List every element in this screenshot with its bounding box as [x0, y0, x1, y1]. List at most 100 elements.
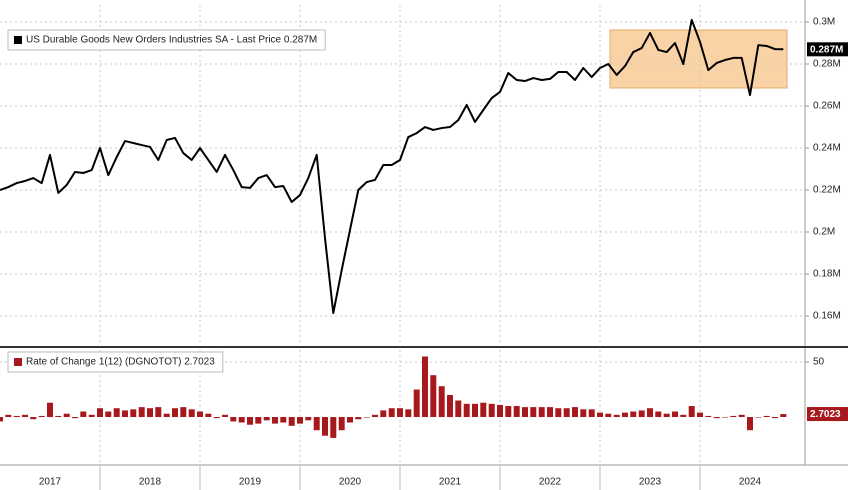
bar [305, 417, 312, 421]
bar [738, 414, 745, 418]
bar [780, 414, 787, 418]
x-tick-label: 2021 [439, 477, 462, 488]
bar [47, 402, 53, 418]
legend-swatch [14, 358, 22, 366]
bar [680, 414, 687, 418]
bar [463, 403, 470, 418]
bar [472, 403, 478, 418]
last-value-label: 2.7023 [810, 409, 841, 420]
bar [172, 408, 178, 418]
bar [255, 417, 262, 424]
bar [280, 417, 287, 423]
x-tick-label: 2018 [139, 477, 162, 488]
bar [480, 402, 487, 418]
y-tick-label: 0.22M [813, 185, 841, 196]
bar [497, 404, 503, 418]
bar [122, 410, 128, 418]
y-tick-label: 0.3M [813, 17, 835, 28]
bar [580, 409, 587, 418]
bar [113, 408, 120, 418]
x-tick-label: 2023 [639, 477, 662, 488]
legend-box [7, 29, 326, 51]
y-tick-label: 0.18M [813, 269, 841, 280]
bar [730, 415, 737, 418]
bar [655, 411, 662, 418]
bar [72, 417, 78, 419]
legend: Rate of Change 1(12) (DGNOTOT) 2.7023 [7, 351, 224, 373]
bar [63, 413, 70, 418]
bar [722, 417, 728, 418]
last-value-label: 0.287M [810, 44, 843, 55]
bar [763, 415, 770, 418]
x-tick-label: 2019 [239, 477, 262, 488]
legend-label: US Durable Goods New Orders Industries S… [26, 35, 317, 46]
bar [388, 408, 395, 418]
bar [522, 407, 528, 418]
bar [630, 411, 637, 418]
bar [105, 411, 112, 418]
bar [372, 414, 378, 418]
bar [13, 415, 20, 418]
bar [555, 408, 562, 418]
bar [638, 410, 645, 418]
bar [422, 356, 428, 418]
bar [705, 415, 712, 418]
bar [55, 415, 62, 418]
y-tick-label: 0.2M [813, 227, 835, 238]
bar [147, 408, 153, 418]
bar [155, 407, 162, 418]
bar [688, 406, 695, 418]
bar [572, 407, 578, 418]
bar [605, 413, 612, 418]
bar [588, 409, 595, 418]
bar [30, 417, 37, 420]
bar [97, 408, 103, 418]
bar [272, 417, 278, 424]
bar [697, 412, 703, 418]
bar [405, 409, 412, 418]
y-tick-label: 0.26M [813, 101, 841, 112]
plot-layer: 0.16M 0.18M 0.2M 0.22M 0.24M 0.26M 0.28M 0.3M 0.… [0, 5, 848, 490]
bar [313, 417, 320, 431]
legend-label: Rate of Change 1(12) (DGNOTOT) 2.7023 [26, 357, 215, 368]
bar [622, 412, 628, 418]
bar [247, 417, 253, 425]
bar [530, 407, 537, 418]
bar [538, 407, 545, 418]
x-tick-label: 2020 [339, 477, 362, 488]
bar [563, 408, 570, 418]
bar [205, 413, 212, 418]
bar [747, 417, 753, 431]
bar [513, 406, 520, 418]
bar [772, 417, 778, 419]
bar [447, 395, 453, 418]
x-tick-label: 2017 [39, 477, 62, 488]
bar [238, 417, 245, 423]
bar [188, 409, 195, 418]
bar [363, 417, 370, 418]
bar [338, 417, 345, 431]
bar [222, 414, 228, 418]
bar [138, 407, 145, 418]
bar [0, 417, 3, 422]
bar [505, 406, 512, 418]
legend-box [7, 351, 224, 373]
bar [438, 386, 445, 418]
bar [755, 417, 762, 418]
y-tick-label: 0.24M [813, 143, 841, 154]
bar [22, 414, 28, 418]
bar [5, 414, 12, 418]
bar [288, 417, 295, 426]
x-tick-label: 2024 [739, 477, 762, 488]
bar [672, 411, 678, 418]
y-tick-label: 0.16M [813, 311, 841, 322]
line-series [0, 18, 784, 315]
legend-swatch [14, 36, 22, 44]
bar [213, 417, 220, 419]
y-tick-label: 50 [813, 357, 825, 368]
bar [322, 417, 328, 436]
bar [613, 414, 620, 418]
bar [180, 407, 187, 418]
bar [130, 409, 137, 418]
